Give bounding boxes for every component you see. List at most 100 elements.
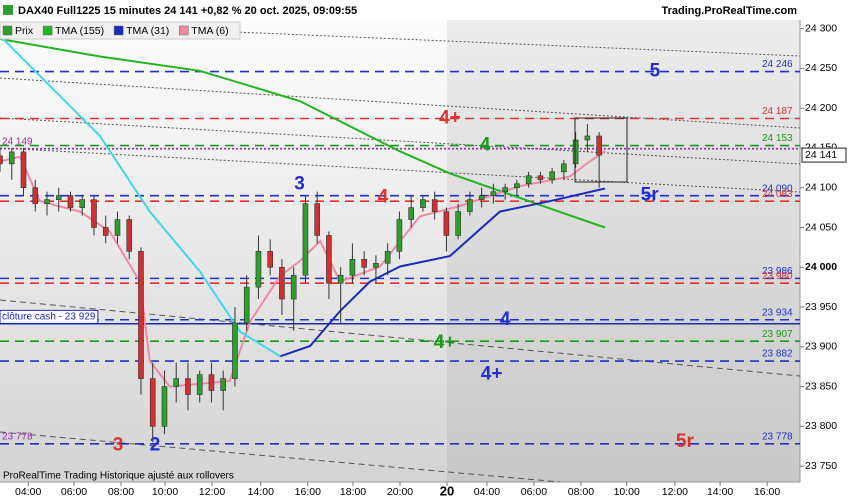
level-label: 24 187 (762, 106, 793, 117)
x-tick-label: 04:00 (474, 486, 500, 498)
candle-body (478, 195, 485, 200)
wave-label: 4 (378, 186, 389, 207)
candle-body (467, 199, 473, 212)
y-tick-label: 23 750 (805, 460, 837, 472)
wave-label: 4 (480, 135, 491, 156)
candle-body (20, 151, 27, 189)
wave-label: 4+ (439, 108, 461, 129)
x-tick-label: 14:00 (707, 486, 733, 498)
x-tick-label: 06:00 (521, 486, 547, 498)
logo (3, 5, 13, 15)
level-label: 23 934 (762, 307, 793, 318)
level-label: clôture cash - 23 929 (2, 311, 96, 322)
wave-label: 4+ (481, 364, 503, 385)
candle-body (267, 251, 273, 268)
last-price-label: 24 141 (805, 149, 837, 161)
candle-body (138, 251, 144, 379)
axis-background (0, 482, 850, 500)
legend-label: TMA (6) (191, 25, 228, 37)
legend-swatch (113, 25, 124, 36)
candle-body (67, 195, 74, 208)
trendline (0, 77, 800, 129)
candle-body (243, 286, 250, 324)
trendline (0, 299, 800, 377)
x-tick-label: 08:00 (568, 486, 594, 498)
legend-label: Prix (15, 25, 34, 37)
candle-body (349, 258, 356, 276)
trendline (0, 117, 800, 165)
y-tick-label: 23 800 (805, 420, 837, 432)
candle-body (455, 211, 461, 236)
level-label: 23 778 (2, 431, 33, 442)
y-tick-label: 23 900 (805, 341, 837, 353)
wave-label: 2 (150, 434, 161, 455)
legend-swatch (2, 25, 13, 36)
x-tick-label: 20 (440, 483, 454, 498)
candle-body (420, 199, 426, 208)
x-tick-label: 16:00 (754, 486, 780, 498)
y-tick-label: 24 000 (805, 261, 837, 273)
wave-label: 5 (650, 61, 661, 82)
candle-body (525, 175, 532, 185)
candle-body (596, 135, 602, 156)
legend-label: TMA (155) (55, 25, 104, 37)
candle-body (373, 262, 379, 268)
candle-body (490, 191, 497, 196)
candle-body (361, 258, 367, 268)
last-price-box (801, 147, 847, 163)
candle-body (443, 211, 450, 236)
candle-body (279, 266, 285, 300)
trendline (0, 147, 800, 193)
header-background (0, 0, 850, 20)
x-tick-label: 16:00 (295, 486, 321, 498)
y-tick-label: 23 850 (805, 380, 837, 392)
trendline (0, 431, 561, 482)
candle-body (55, 195, 62, 200)
candle-body (502, 187, 508, 192)
candle-body (185, 378, 191, 395)
wave-label: 5r (676, 431, 695, 452)
candle-body (302, 203, 309, 276)
x-tick-label: 14:00 (248, 486, 274, 498)
candle-body (408, 207, 414, 220)
candle-body (232, 322, 238, 379)
legend-swatch (179, 25, 189, 36)
y-tick-label: 23 950 (805, 301, 837, 313)
footer: ProRealTime Trading Historique ajusté au… (3, 471, 234, 482)
candle-body (114, 219, 121, 236)
indicator-line (279, 187, 606, 358)
candle-body (337, 274, 344, 284)
selection-box (574, 117, 628, 183)
x-tick-label: 08:00 (108, 486, 134, 498)
x-tick-label: 10:00 (614, 486, 640, 498)
chart-title: DAX40 Full1225 15 minutes 24 141 +0,82 %… (18, 5, 357, 17)
legend-label: TMA (31) (126, 25, 169, 37)
level-label: 24 083 (762, 189, 793, 200)
wave-label: 3 (294, 174, 305, 195)
wave-label: 5r (641, 185, 660, 206)
source: Trading.ProRealTime.com (661, 5, 797, 17)
level-label: 24 246 (762, 59, 793, 70)
candle-body (326, 235, 332, 284)
level-label: 24 090 (762, 183, 793, 194)
candle-body (537, 175, 544, 181)
level-label: 23 980 (762, 271, 793, 282)
candle-body (220, 378, 227, 391)
legend: Prix TMA (155) TMA (31) TMA (6) (2, 25, 229, 37)
y-tick-label: 24 300 (805, 22, 837, 34)
candle-body (431, 199, 438, 212)
candle-body (173, 378, 180, 387)
legend-swatch (42, 25, 53, 36)
x-tick-label: 04:00 (15, 486, 41, 498)
indicator-line (0, 38, 606, 229)
y-tick-label: 24 250 (805, 62, 837, 74)
candle-body (196, 374, 203, 395)
candle-body (44, 199, 50, 204)
session-background (447, 0, 800, 482)
candle-body (255, 251, 262, 288)
axis-background (800, 0, 850, 500)
y-tick-label: 24 200 (805, 102, 837, 114)
candle-body (514, 183, 520, 189)
x-tick-label: 12:00 (662, 486, 688, 498)
